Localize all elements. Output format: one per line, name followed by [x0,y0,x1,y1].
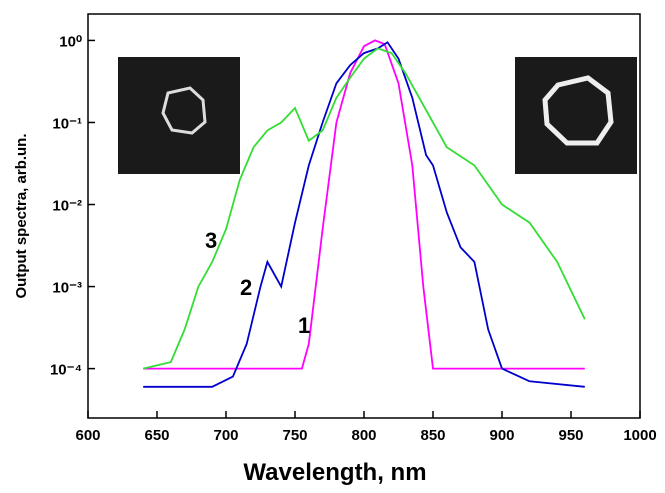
x-tick-label: 800 [351,427,376,444]
x-axis-label: Wavelength, nm [243,459,426,486]
x-tick-label: 750 [282,427,307,444]
y-tick-label: 10⁻³ [52,280,82,297]
y-tick-label: 10⁻¹ [52,115,82,132]
x-tick-label: 850 [420,427,445,444]
x-tick-label: 1000 [623,427,656,444]
series-line [142,47,586,370]
y-tick-label: 10⁰ [59,33,82,50]
inset-image [515,57,637,174]
series-label: 2 [240,275,252,300]
x-tick-label: 900 [489,427,514,444]
plot-frame [87,13,641,419]
inset-ring [161,86,207,135]
series-label: 1 [298,313,310,338]
series-line [143,41,585,388]
x-tick-label: 950 [558,427,583,444]
y-tick-label: 10⁻² [52,198,82,215]
x-tick-label: 650 [144,427,169,444]
x-tick-label: 600 [75,427,100,444]
y-tick-label: 10⁻⁴ [50,362,82,379]
series-line [143,39,585,370]
inset-ring [542,75,614,146]
x-tick-label: 700 [213,427,238,444]
y-axis-label: Output spectra, arb.un. [13,133,30,298]
inset-image [118,57,240,174]
series-label: 3 [205,228,217,253]
